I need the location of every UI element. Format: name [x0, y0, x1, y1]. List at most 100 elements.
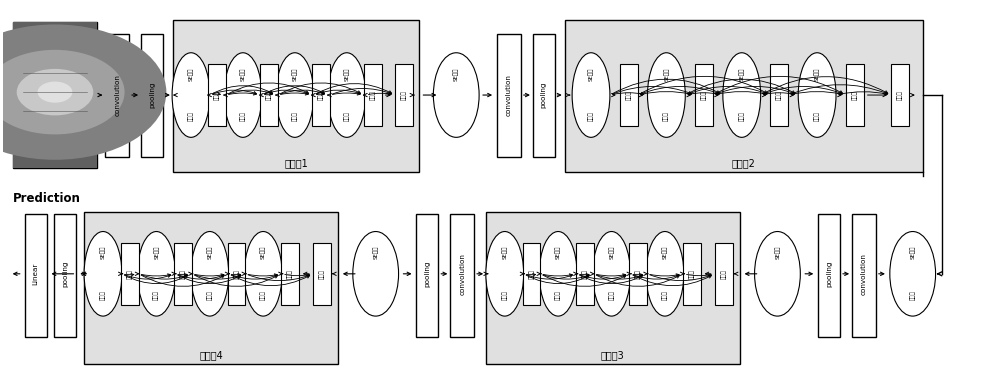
FancyBboxPatch shape: [891, 64, 909, 126]
Bar: [13, 22, 97, 168]
FancyBboxPatch shape: [565, 20, 923, 172]
FancyBboxPatch shape: [13, 22, 97, 168]
FancyArrowPatch shape: [640, 92, 691, 95]
Text: SE模块: SE模块: [373, 246, 378, 259]
Text: 卷积层: 卷积层: [180, 269, 186, 279]
Text: 密集块4: 密集块4: [199, 350, 223, 360]
FancyArrowPatch shape: [316, 83, 392, 94]
FancyArrowPatch shape: [229, 92, 256, 95]
FancyArrowPatch shape: [195, 274, 224, 277]
Text: 卷积层: 卷积层: [777, 90, 782, 100]
FancyArrowPatch shape: [316, 92, 324, 95]
FancyBboxPatch shape: [313, 243, 331, 305]
FancyArrowPatch shape: [265, 92, 272, 95]
Text: 卷积层: 卷积层: [154, 290, 159, 300]
Text: 卷积层: 卷积层: [814, 111, 820, 121]
FancyBboxPatch shape: [174, 243, 192, 305]
FancyArrowPatch shape: [526, 273, 536, 276]
Ellipse shape: [646, 232, 684, 316]
FancyBboxPatch shape: [54, 214, 76, 337]
FancyBboxPatch shape: [84, 212, 338, 364]
Ellipse shape: [191, 232, 229, 316]
Text: SE模块: SE模块: [662, 246, 668, 259]
FancyArrowPatch shape: [212, 86, 273, 94]
Text: pooling: pooling: [149, 82, 155, 108]
FancyArrowPatch shape: [640, 76, 767, 94]
FancyArrowPatch shape: [264, 86, 325, 94]
Text: 卷积层: 卷积层: [234, 269, 239, 279]
Ellipse shape: [172, 53, 210, 137]
FancyArrowPatch shape: [526, 275, 572, 279]
FancyArrowPatch shape: [248, 275, 309, 281]
Text: 卷积层: 卷积层: [635, 269, 641, 279]
Ellipse shape: [244, 232, 282, 316]
Ellipse shape: [539, 232, 577, 316]
FancyArrowPatch shape: [613, 92, 644, 95]
Text: 卷积层: 卷积层: [188, 111, 194, 121]
Text: 卷积层: 卷积层: [100, 290, 106, 300]
Ellipse shape: [137, 232, 175, 316]
FancyArrowPatch shape: [264, 90, 308, 94]
Text: 卷积层: 卷积层: [401, 90, 407, 100]
Text: 卷积层: 卷积层: [609, 290, 614, 300]
Ellipse shape: [486, 232, 524, 316]
FancyArrowPatch shape: [229, 90, 272, 94]
Text: 卷积层: 卷积层: [319, 269, 325, 279]
Text: 卷积层: 卷积层: [207, 290, 213, 300]
FancyBboxPatch shape: [715, 243, 733, 305]
Ellipse shape: [17, 69, 93, 115]
Ellipse shape: [755, 232, 800, 316]
FancyArrowPatch shape: [715, 76, 843, 94]
Ellipse shape: [723, 53, 761, 137]
FancyArrowPatch shape: [688, 92, 719, 95]
FancyBboxPatch shape: [620, 64, 638, 126]
FancyBboxPatch shape: [533, 34, 555, 156]
Text: SE模块: SE模块: [154, 246, 159, 259]
Text: pooling: pooling: [424, 261, 430, 287]
FancyArrowPatch shape: [178, 273, 187, 276]
FancyArrowPatch shape: [248, 274, 277, 277]
FancyArrowPatch shape: [195, 275, 241, 279]
FancyArrowPatch shape: [640, 87, 719, 94]
FancyArrowPatch shape: [194, 275, 278, 286]
Text: 卷积层: 卷积层: [287, 269, 293, 279]
FancyArrowPatch shape: [763, 87, 842, 94]
FancyArrowPatch shape: [368, 92, 391, 95]
FancyArrowPatch shape: [687, 274, 711, 277]
FancyBboxPatch shape: [770, 64, 788, 126]
Text: 卷积层: 卷积层: [266, 90, 272, 100]
Ellipse shape: [0, 50, 125, 135]
FancyBboxPatch shape: [695, 64, 713, 126]
FancyArrowPatch shape: [633, 275, 679, 279]
Text: SE模块: SE模块: [588, 67, 594, 81]
Text: SE模块: SE模块: [814, 67, 820, 81]
FancyArrowPatch shape: [125, 275, 171, 279]
Text: 卷积层: 卷积层: [127, 269, 132, 279]
Text: 卷积层: 卷积层: [318, 90, 324, 100]
FancyArrowPatch shape: [281, 92, 308, 95]
Text: 卷积层: 卷积层: [626, 90, 631, 100]
FancyBboxPatch shape: [208, 64, 226, 126]
Text: convolution: convolution: [459, 253, 465, 295]
Text: SE模块: SE模块: [910, 246, 915, 259]
FancyBboxPatch shape: [395, 64, 413, 126]
FancyArrowPatch shape: [124, 275, 188, 284]
Text: SE模块: SE模块: [664, 67, 669, 81]
FancyBboxPatch shape: [121, 243, 139, 305]
FancyArrowPatch shape: [612, 87, 692, 94]
Text: convolution: convolution: [506, 74, 512, 116]
Text: 卷积层: 卷积层: [897, 90, 903, 100]
Text: 卷积层: 卷积层: [292, 111, 298, 121]
FancyBboxPatch shape: [281, 243, 299, 305]
Text: 卷积层: 卷积层: [662, 290, 668, 300]
FancyArrowPatch shape: [633, 273, 642, 276]
Text: SE模块: SE模块: [260, 246, 266, 259]
FancyBboxPatch shape: [852, 214, 876, 337]
FancyArrowPatch shape: [125, 273, 134, 276]
FancyArrowPatch shape: [579, 275, 643, 284]
Text: 卷积层: 卷积层: [344, 111, 350, 121]
Text: 卷积层: 卷积层: [588, 111, 594, 121]
FancyArrowPatch shape: [280, 83, 361, 94]
FancyBboxPatch shape: [416, 214, 438, 337]
FancyArrowPatch shape: [228, 83, 309, 94]
